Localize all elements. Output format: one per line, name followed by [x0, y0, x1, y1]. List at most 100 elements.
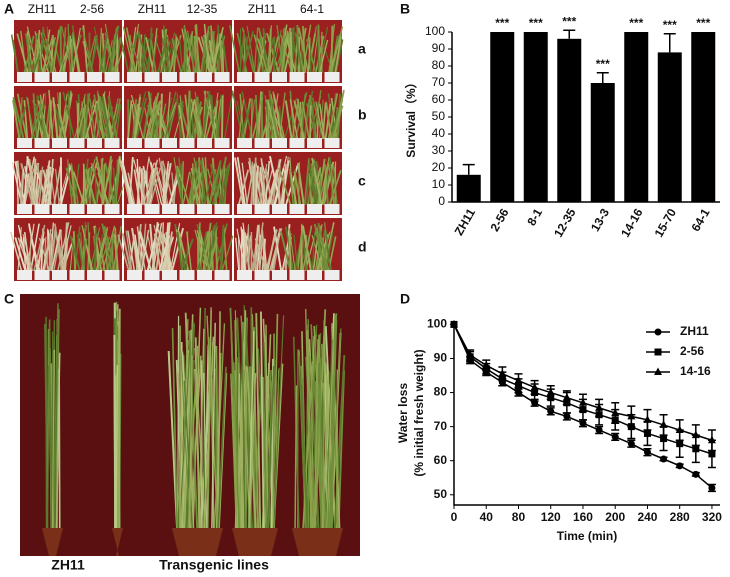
plant [202, 222, 212, 272]
pot [52, 72, 67, 82]
error-bar [462, 163, 475, 175]
pot [144, 72, 160, 82]
plant [20, 30, 27, 74]
marker [708, 450, 716, 458]
plant [203, 24, 211, 74]
x-tick-label: 8-1 [524, 206, 545, 228]
pot [289, 204, 305, 214]
plant [186, 90, 190, 140]
plant [64, 237, 69, 272]
pot [104, 72, 120, 82]
pot [87, 138, 102, 148]
plant [319, 358, 322, 531]
panel-label: B [400, 1, 410, 17]
marker [498, 369, 507, 377]
plant [333, 354, 346, 531]
plant [167, 101, 178, 140]
marker [660, 435, 668, 443]
plant [296, 230, 304, 272]
plant [278, 38, 283, 74]
pot [272, 138, 287, 148]
pot [237, 72, 252, 82]
plant [186, 31, 194, 74]
plant [258, 36, 264, 74]
pot [214, 270, 230, 280]
plant [11, 162, 23, 206]
plant [334, 35, 342, 74]
pot [254, 72, 270, 82]
plant [32, 93, 38, 140]
plant [317, 33, 320, 74]
plant [135, 38, 141, 74]
plant [53, 229, 63, 272]
y-tick-label: 100 [427, 317, 447, 331]
plant [115, 364, 119, 531]
pot [307, 72, 322, 82]
plant [23, 231, 31, 272]
plant [246, 25, 256, 74]
plant [293, 100, 305, 140]
plant [67, 24, 71, 74]
plant [44, 323, 49, 531]
plant [190, 35, 199, 74]
plant [237, 169, 250, 206]
plant [289, 172, 298, 206]
plant [218, 373, 228, 531]
column-header: ZH11 [28, 2, 57, 16]
plant [111, 98, 121, 140]
plant [98, 27, 102, 74]
plant [145, 159, 159, 206]
plant [311, 231, 316, 272]
plant [178, 105, 186, 140]
plant [312, 238, 319, 272]
plant [26, 35, 31, 74]
plant [30, 162, 38, 206]
plant [96, 166, 110, 206]
pot [214, 138, 230, 148]
marker [530, 382, 539, 391]
plant [101, 159, 113, 206]
plant [291, 100, 300, 140]
plant [176, 93, 181, 140]
significance: *** [629, 16, 643, 30]
plant [241, 229, 246, 272]
plant [94, 227, 97, 272]
plant [307, 37, 311, 74]
plant [143, 100, 151, 140]
plant [145, 37, 155, 74]
plant [258, 224, 261, 272]
plant [254, 165, 259, 206]
plant [102, 93, 113, 140]
x-tick-label: 80 [512, 510, 526, 524]
plant [84, 100, 98, 140]
plant [270, 96, 279, 140]
plant [253, 157, 257, 206]
plant [141, 229, 150, 272]
marker [643, 429, 651, 437]
plant [206, 315, 219, 531]
plant [210, 231, 213, 272]
column-header: 12-35 [187, 2, 218, 16]
plant [50, 229, 62, 272]
x-tick-label: 200 [605, 510, 625, 524]
pot [179, 72, 195, 82]
x-tick-label: 0 [451, 510, 458, 524]
plant [165, 231, 170, 272]
plant [289, 99, 299, 140]
plant [137, 31, 151, 74]
pot [292, 528, 343, 556]
plant [260, 91, 264, 140]
plant [246, 165, 255, 206]
pot [162, 204, 177, 214]
plant [188, 355, 193, 531]
plant [187, 164, 197, 206]
plant [306, 172, 310, 206]
x-tick-label: 64-1 [688, 206, 712, 234]
plant [73, 172, 85, 206]
plant [164, 91, 177, 140]
marker [579, 419, 587, 427]
plant [301, 101, 310, 140]
plant [48, 100, 53, 140]
plant [10, 231, 23, 272]
